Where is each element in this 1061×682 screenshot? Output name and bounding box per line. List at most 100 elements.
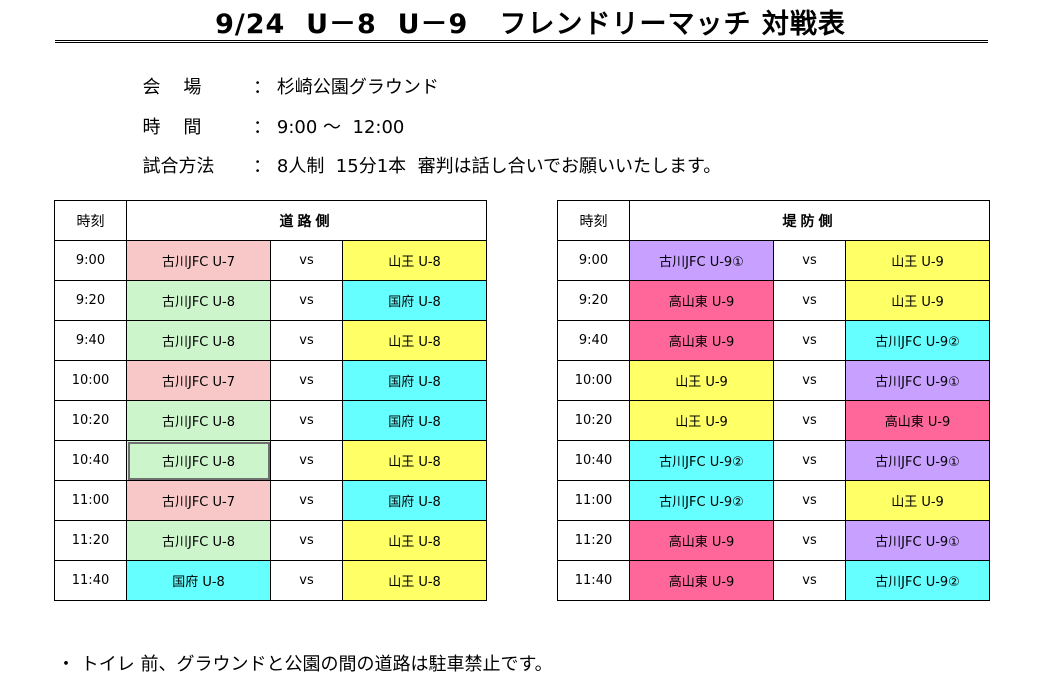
time-cell[interactable]: 11:20 [557,520,630,561]
home-team-cell[interactable]: 山王 U-9 [629,360,774,401]
table-row: 9:20 古川JFC U-8 vs 国府 U-8 [54,280,487,321]
time-cell[interactable]: 9:00 [54,240,127,281]
table-row: 11:20 高山東 U-9 vs 古川JFC U-9① [557,520,990,561]
home-team-cell[interactable]: 高山東 U-9 [629,280,774,321]
away-team-cell[interactable]: 古川JFC U-9① [845,440,990,481]
table-row: 11:20 古川JFC U-8 vs 山王 U-8 [54,520,487,561]
time-cell[interactable]: 11:00 [557,480,630,521]
table-row: 10:20 古川JFC U-8 vs 国府 U-8 [54,400,487,441]
time-cell[interactable]: 11:00 [54,480,127,521]
time-cell[interactable]: 10:00 [557,360,630,401]
vs-cell[interactable]: vs [270,320,343,361]
away-team-cell[interactable]: 山王 U-9 [845,280,990,321]
home-team-cell[interactable]: 古川JFC U-8 [126,400,271,441]
vs-cell[interactable]: vs [773,240,846,281]
home-team-cell[interactable]: 古川JFC U-9② [629,440,774,481]
match-format-label: 試合方法 [142,156,215,177]
venue-separator: ： [247,77,277,98]
home-team-cell[interactable]: 高山東 U-9 [629,560,774,601]
match-format-separator: ： [247,156,277,177]
time-cell[interactable]: 10:40 [557,440,630,481]
table-row: 10:00 山王 U-9 vs 古川JFC U-9① [557,360,990,401]
vs-cell[interactable]: vs [773,280,846,321]
away-team-cell[interactable]: 山王 U-8 [342,520,487,561]
vs-cell[interactable]: vs [270,280,343,321]
time-cell[interactable]: 10:20 [54,400,127,441]
table-row: 9:00 古川JFC U-7 vs 山王 U-8 [54,240,487,281]
road-side-header[interactable]: 道路側 [126,200,487,241]
time-cell[interactable]: 11:20 [54,520,127,561]
away-team-cell[interactable]: 古川JFC U-9② [845,320,990,361]
away-team-cell[interactable]: 山王 U-8 [342,560,487,601]
time-cell[interactable]: 9:00 [557,240,630,281]
home-team-cell[interactable]: 古川JFC U-7 [126,240,271,281]
away-team-cell[interactable]: 山王 U-9 [845,240,990,281]
time-cell[interactable]: 9:40 [54,320,127,361]
table-row: 9:40 高山東 U-9 vs 古川JFC U-9② [557,320,990,361]
table-row: 10:40 古川JFC U-9② vs 古川JFC U-9① [557,440,990,481]
vs-cell[interactable]: vs [773,560,846,601]
venue-value: 杉崎公園グラウンド [276,77,439,98]
home-team-cell[interactable]: 古川JFC U-8 [126,520,271,561]
home-team-cell[interactable]: 古川JFC U-9② [629,480,774,521]
away-team-cell[interactable]: 国府 U-8 [342,480,487,521]
vs-cell[interactable]: vs [270,480,343,521]
time-cell[interactable]: 11:40 [557,560,630,601]
levee-side-header[interactable]: 堤防側 [629,200,990,241]
time-cell[interactable]: 9:40 [557,320,630,361]
time-line: 時 間 ： 9:00 ～ 12:00 [131,92,404,139]
vs-cell[interactable]: vs [773,320,846,361]
vs-cell[interactable]: vs [270,360,343,401]
away-team-cell[interactable]: 古川JFC U-9① [845,360,990,401]
table-row: 11:00 古川JFC U-7 vs 国府 U-8 [54,480,487,521]
home-team-cell[interactable]: 山王 U-9 [629,400,774,441]
time-cell[interactable]: 10:40 [54,440,127,481]
table-row: 10:20 山王 U-9 vs 高山東 U-9 [557,400,990,441]
away-team-cell[interactable]: 古川JFC U-9① [845,520,990,561]
away-team-cell[interactable]: 山王 U-8 [342,440,487,481]
vs-cell[interactable]: vs [773,400,846,441]
vs-cell[interactable]: vs [270,240,343,281]
vs-cell[interactable]: vs [773,520,846,561]
home-team-cell[interactable]: 古川JFC U-8 [126,440,271,481]
vs-cell[interactable]: vs [270,440,343,481]
away-team-cell[interactable]: 国府 U-8 [342,360,487,401]
table-row: 9:00 古川JFC U-9① vs 山王 U-9 [557,240,990,281]
time-value: 9:00 ～ 12:00 [276,117,405,138]
vs-cell[interactable]: vs [773,440,846,481]
home-team-cell[interactable]: 高山東 U-9 [629,320,774,361]
away-team-cell[interactable]: 山王 U-9 [845,480,990,521]
vs-cell[interactable]: vs [270,520,343,561]
away-team-cell[interactable]: 国府 U-8 [342,400,487,441]
home-team-cell[interactable]: 古川JFC U-7 [126,480,271,521]
time-cell[interactable]: 9:20 [557,280,630,321]
vs-cell[interactable]: vs [270,400,343,441]
vs-cell[interactable]: vs [270,560,343,601]
vs-cell[interactable]: vs [773,360,846,401]
time-header[interactable]: 時刻 [54,200,127,241]
home-team-cell[interactable]: 古川JFC U-8 [126,320,271,361]
levee-side-schedule: 時刻 堤防側 9:00 古川JFC U-9① vs 山王 U-9 9:20 高山東 U-9… [557,200,990,601]
table-row: 10:40 古川JFC U-8 vs 山王 U-8 [54,440,487,481]
time-cell[interactable]: 10:00 [54,360,127,401]
parking-note: ・ トイレ 前、グラウンドと公園の間の道路は駐車禁止です。 [57,654,553,675]
table-row: 9:20 高山東 U-9 vs 山王 U-9 [557,280,990,321]
home-team-cell[interactable]: 高山東 U-9 [629,520,774,561]
home-team-cell[interactable]: 古川JFC U-7 [126,360,271,401]
away-team-cell[interactable]: 国府 U-8 [342,280,487,321]
time-header[interactable]: 時刻 [557,200,630,241]
home-team-cell[interactable]: 国府 U-8 [126,560,271,601]
away-team-cell[interactable]: 山王 U-8 [342,240,487,281]
time-cell[interactable]: 11:40 [54,560,127,601]
vs-cell[interactable]: vs [773,480,846,521]
away-team-cell[interactable]: 山王 U-8 [342,320,487,361]
table-row: 11:00 古川JFC U-9② vs 山王 U-9 [557,480,990,521]
venue-line: 会 場 ： 杉崎公園グラウンド [131,52,439,99]
time-cell[interactable]: 9:20 [54,280,127,321]
page-title: 9/24 U－8 U－9 フレンドリーマッチ 対戦表 [215,9,846,40]
time-cell[interactable]: 10:20 [557,400,630,441]
away-team-cell[interactable]: 古川JFC U-9② [845,560,990,601]
home-team-cell[interactable]: 古川JFC U-8 [126,280,271,321]
home-team-cell[interactable]: 古川JFC U-9① [629,240,774,281]
away-team-cell[interactable]: 高山東 U-9 [845,400,990,441]
